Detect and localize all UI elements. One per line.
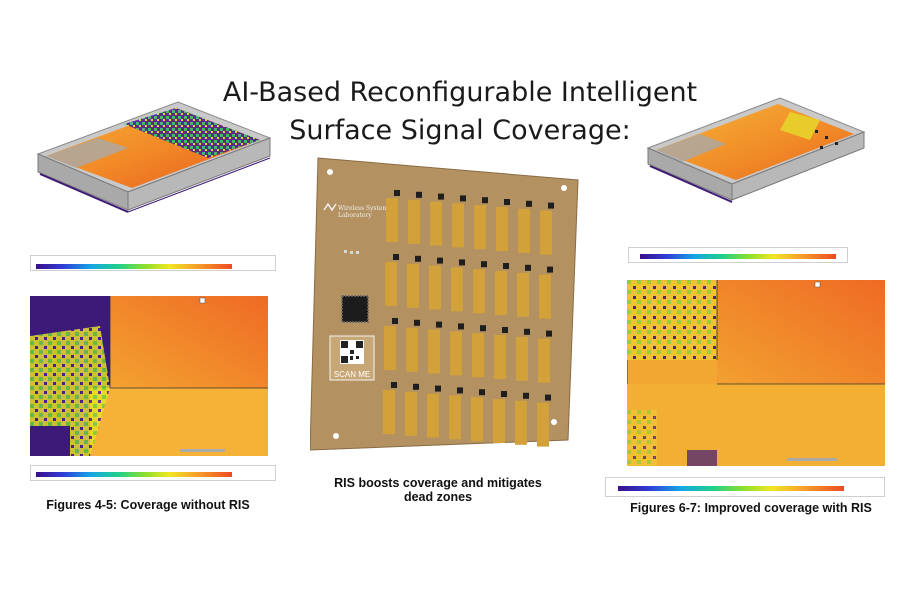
ris-element xyxy=(494,335,506,379)
ris-element xyxy=(383,390,395,434)
ris-element xyxy=(386,198,398,242)
heatmap-without-ris xyxy=(30,296,268,456)
ris-diode xyxy=(394,190,400,196)
ris-diode xyxy=(435,385,441,392)
ris-diode xyxy=(415,255,421,262)
ris-element-grid xyxy=(383,190,554,447)
ris-element xyxy=(384,326,396,370)
qr-code: SCAN ME xyxy=(329,335,375,381)
controller-chip xyxy=(341,295,369,323)
ris-diode xyxy=(438,193,444,200)
ris-element xyxy=(537,402,549,447)
ris-diode xyxy=(479,389,485,396)
ris-diode xyxy=(523,392,529,399)
ris-element xyxy=(496,207,508,251)
ris-diode xyxy=(548,202,554,209)
coverage-3d-without-ris xyxy=(36,101,272,213)
ris-diode xyxy=(546,330,552,337)
color-scale-top-right xyxy=(640,254,836,259)
ris-diode xyxy=(459,259,465,266)
caption-right: Figures 6-7: Improved coverage with RIS xyxy=(630,501,872,515)
ris-element xyxy=(408,199,420,244)
heatmap-with-ris xyxy=(627,280,885,466)
ris-element xyxy=(471,397,483,442)
ris-element xyxy=(450,331,462,376)
ris-element xyxy=(452,203,464,248)
ris-diode xyxy=(502,327,508,333)
lab-logo: Wireless Systems Laboratory xyxy=(323,202,391,219)
ris-element xyxy=(407,263,419,308)
ris-element xyxy=(405,391,417,436)
ris-element xyxy=(473,269,485,314)
ris-element xyxy=(451,267,463,312)
coverage-3d-with-ris xyxy=(646,97,866,203)
ris-diode xyxy=(481,261,487,268)
ris-diode xyxy=(457,387,463,394)
title-line-1: AI-Based Reconfigurable Intelligent xyxy=(222,77,698,108)
ris-diode xyxy=(414,319,420,326)
ris-diode xyxy=(413,383,419,390)
qr-label: SCAN ME xyxy=(334,370,370,379)
caption-center: RIS boosts coverage and mitigates dead z… xyxy=(318,476,558,504)
logo-text-2: Laboratory xyxy=(338,212,372,219)
ris-element xyxy=(449,395,461,440)
ris-diode xyxy=(460,195,466,202)
ris-element xyxy=(429,265,441,310)
ris-diode xyxy=(545,394,551,401)
ris-diode xyxy=(392,318,398,324)
ris-diode xyxy=(436,321,442,328)
color-scale-bottom-left xyxy=(36,472,232,477)
caption-center-line-1: RIS boosts coverage and mitigates xyxy=(334,476,542,490)
ris-element xyxy=(538,338,550,383)
ris-element xyxy=(474,205,486,250)
color-scale-bottom-right xyxy=(618,486,844,491)
ris-diode xyxy=(503,263,509,269)
ris-element xyxy=(515,400,527,445)
ris-diode xyxy=(437,257,443,264)
page-title: AI-Based Reconfigurable Intelligent Surf… xyxy=(220,74,700,150)
ris-element xyxy=(540,210,552,255)
ris-element xyxy=(406,327,418,372)
ris-board: Wireless Systems Laboratory SCAN ME xyxy=(310,157,579,451)
ris-element xyxy=(385,262,397,306)
ris-diode xyxy=(526,200,532,207)
ris-element xyxy=(472,333,484,378)
ris-element xyxy=(539,274,551,319)
ris-diode xyxy=(416,191,422,198)
ris-diode xyxy=(480,325,486,332)
logo-text-1: Wireless Systems xyxy=(338,205,391,212)
ris-diode xyxy=(391,382,397,388)
ris-element xyxy=(516,336,528,381)
ris-element xyxy=(430,201,442,246)
ris-diode xyxy=(547,266,553,273)
caption-center-line-2: dead zones xyxy=(403,490,473,504)
caption-left: Figures 4-5: Coverage without RIS xyxy=(46,498,250,512)
ris-diode xyxy=(525,264,531,271)
ris-diode xyxy=(393,254,399,260)
ris-diode xyxy=(458,323,464,330)
ris-diode xyxy=(482,197,488,204)
ris-element xyxy=(517,272,529,317)
ris-diode xyxy=(501,391,507,397)
ris-diode xyxy=(524,328,530,335)
ris-element xyxy=(428,329,440,374)
ris-element xyxy=(427,393,439,438)
ris-element xyxy=(495,271,507,315)
ris-element xyxy=(493,399,505,443)
ris-element xyxy=(518,208,530,253)
ris-diode xyxy=(504,199,510,205)
title-line-2: Surface Signal Coverage: xyxy=(289,115,631,146)
color-scale-top-left xyxy=(36,264,232,269)
